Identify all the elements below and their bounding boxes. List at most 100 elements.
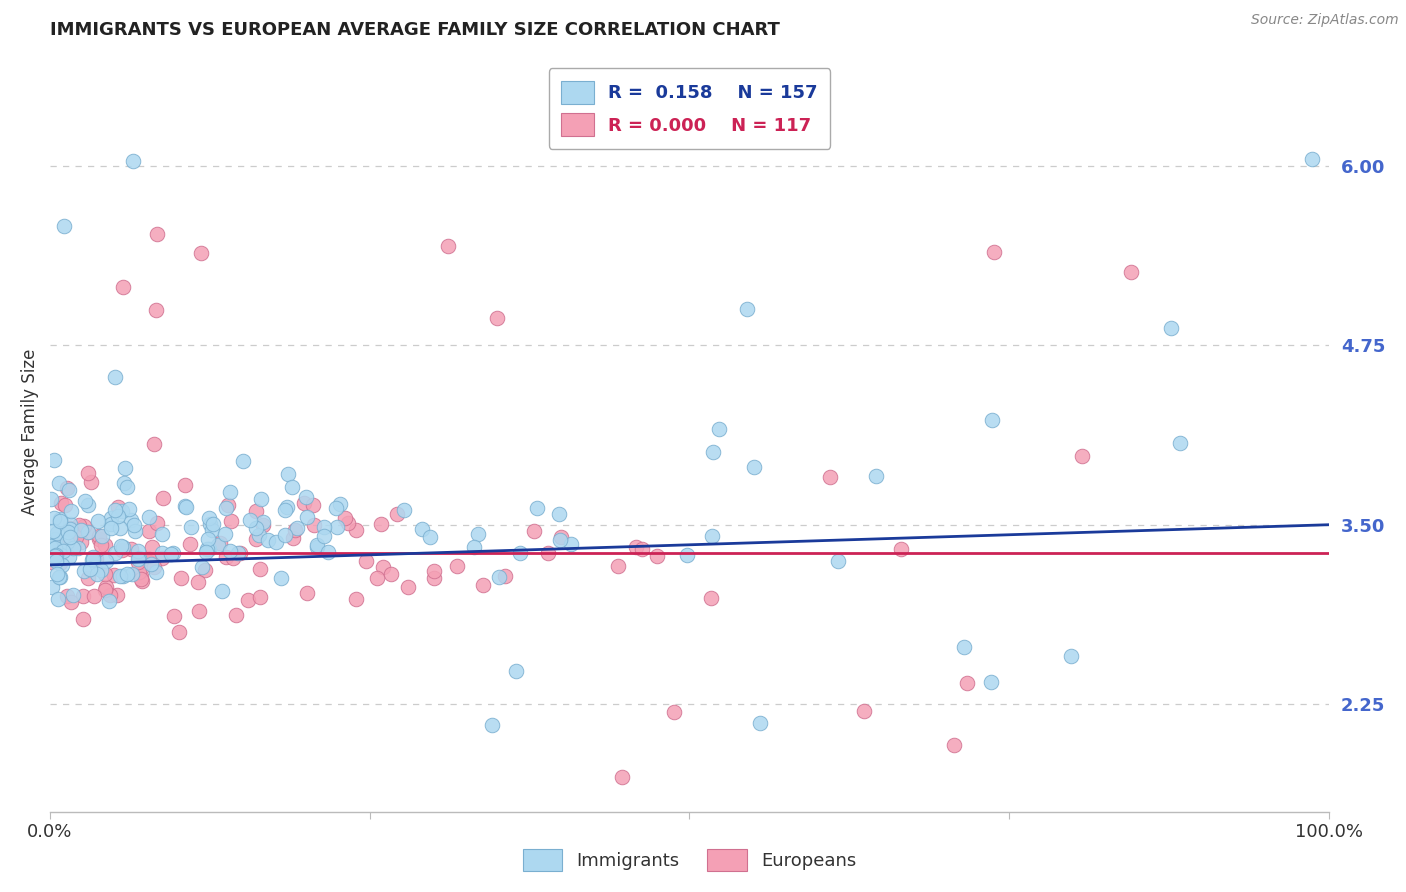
Point: [198, 516, 221, 531]
Point: [152, 491, 174, 505]
Point: [215, 501, 238, 516]
Point: [749, 715, 772, 730]
Point: [129, 569, 152, 583]
Point: [46, 526, 69, 541]
Point: [437, 239, 460, 253]
Point: [333, 510, 356, 524]
Point: [131, 574, 153, 588]
Point: [387, 507, 409, 521]
Point: [62, 541, 84, 556]
Point: [138, 509, 160, 524]
Point: [121, 566, 143, 581]
Point: [252, 517, 274, 532]
Point: [107, 509, 129, 524]
Point: [366, 571, 388, 585]
Point: [100, 511, 122, 525]
Point: [82, 551, 104, 566]
Point: [94, 580, 117, 594]
Point: [239, 513, 262, 527]
Point: [51, 558, 73, 573]
Point: [45, 567, 67, 582]
Point: [48, 569, 70, 583]
Point: [264, 534, 287, 549]
Point: [117, 480, 139, 494]
Point: [702, 445, 724, 459]
Point: [215, 550, 238, 565]
Point: [146, 516, 169, 530]
Point: [488, 570, 510, 584]
Point: [59, 595, 82, 609]
Point: [285, 521, 308, 535]
Point: [411, 523, 433, 537]
Point: [56, 481, 79, 495]
Point: [735, 302, 758, 317]
Point: [77, 467, 100, 481]
Point: [276, 500, 298, 514]
Point: [52, 543, 75, 558]
Point: [111, 543, 134, 558]
Point: [305, 541, 328, 555]
Point: [370, 517, 392, 532]
Point: [446, 559, 468, 574]
Point: [59, 523, 82, 537]
Point: [700, 529, 723, 543]
Point: [247, 528, 270, 542]
Point: [645, 549, 668, 563]
Point: [46, 545, 69, 559]
Point: [221, 514, 243, 528]
Point: [128, 566, 150, 580]
Point: [41, 580, 63, 594]
Point: [371, 559, 394, 574]
Point: [1060, 648, 1083, 663]
Point: [631, 541, 654, 556]
Point: [392, 503, 415, 517]
Point: [890, 541, 912, 556]
Point: [84, 552, 107, 566]
Point: [194, 563, 217, 577]
Point: [44, 541, 66, 555]
Point: [179, 537, 201, 551]
Point: [49, 514, 72, 528]
Point: [104, 546, 127, 560]
Point: [42, 524, 65, 538]
Point: [211, 584, 233, 599]
Point: [89, 529, 111, 543]
Point: [245, 532, 267, 546]
Point: [48, 476, 70, 491]
Point: [610, 771, 633, 785]
Point: [505, 664, 527, 678]
Point: [174, 500, 197, 514]
Point: [396, 580, 419, 594]
Point: [229, 546, 252, 560]
Point: [67, 518, 90, 533]
Point: [201, 523, 224, 537]
Point: [107, 500, 129, 515]
Point: [49, 557, 72, 571]
Point: [100, 516, 122, 531]
Point: [127, 544, 149, 558]
Point: [73, 518, 96, 533]
Point: [209, 536, 232, 550]
Point: [100, 588, 122, 602]
Point: [981, 413, 1004, 427]
Point: [90, 563, 112, 577]
Point: [249, 590, 271, 604]
Point: [122, 517, 145, 532]
Point: [170, 571, 193, 585]
Point: [63, 538, 86, 552]
Point: [72, 589, 94, 603]
Point: [548, 507, 571, 521]
Point: [39, 540, 62, 554]
Point: [472, 578, 495, 592]
Point: [104, 503, 127, 517]
Point: [80, 552, 103, 566]
Point: [121, 154, 143, 169]
Point: [281, 531, 304, 545]
Point: [41, 541, 63, 556]
Point: [956, 676, 979, 690]
Point: [58, 521, 80, 535]
Point: [274, 503, 297, 517]
Point: [174, 478, 197, 492]
Point: [281, 480, 304, 494]
Point: [481, 717, 503, 731]
